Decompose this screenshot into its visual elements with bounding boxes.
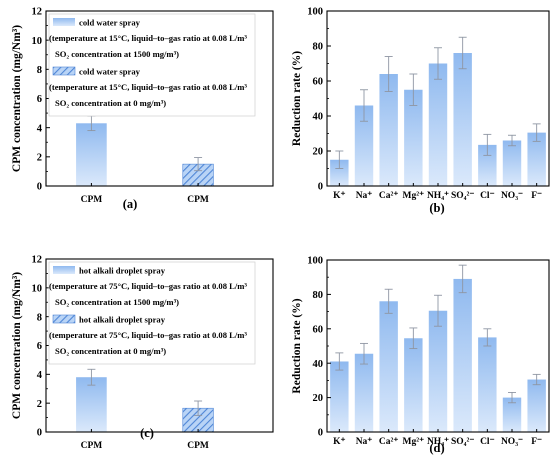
- panel-label: (c): [140, 426, 154, 440]
- legend-entry-detail: (temperature at 75°C, liquid–to–gas rati…: [49, 330, 247, 340]
- bar: [76, 123, 107, 186]
- bar: [404, 338, 423, 432]
- chart-panel-3: 0 20 40 60 80 100 K⁺ Na⁺ Ca²⁺ Mg²⁺ NH₄⁺ SO₄²⁻ Cl⁻ NO₃…: [291, 256, 550, 455]
- x-tick-label: Na⁺: [356, 191, 373, 201]
- legend-box: [48, 261, 256, 365]
- x-tick-label: Mg²⁺: [403, 437, 425, 447]
- y-tick-label: 10: [32, 36, 43, 47]
- y-tick-label: 0: [318, 182, 323, 193]
- panel-label: (b): [429, 201, 444, 215]
- y-tick-label: 40: [313, 112, 324, 123]
- bar: [379, 301, 398, 432]
- bar: [502, 397, 522, 432]
- y-tick-label: 4: [37, 123, 43, 134]
- bar: [404, 89, 423, 186]
- bar: [354, 353, 374, 432]
- x-tick-label: CPM: [187, 441, 209, 451]
- y-tick-label: 60: [313, 77, 324, 88]
- x-tick-label: Cl⁻: [480, 191, 495, 201]
- y-axis-title: Reduction rate (%): [291, 298, 303, 393]
- y-axis-title: Reduction rate (%): [291, 51, 303, 146]
- y-tick-label: 100: [307, 256, 323, 267]
- x-tick-label: Mg²⁺: [403, 191, 425, 201]
- legend-entry-name: cold water spray: [79, 67, 141, 77]
- x-tick-label: SO₄²⁻: [451, 191, 474, 201]
- y-axis-title: CPM concentration (mg/Nm³): [11, 272, 23, 419]
- x-tick-label: CPM: [81, 441, 103, 451]
- x-tick-label: SO₄²⁻: [451, 437, 474, 447]
- y-tick-label: 40: [313, 359, 324, 370]
- bar: [330, 361, 349, 432]
- bar: [453, 278, 472, 432]
- bar: [428, 310, 448, 432]
- x-tick-label: K⁺: [333, 437, 345, 447]
- x-tick-label: NO₃⁻: [501, 191, 523, 201]
- legend-entry-detail: SO₂ concentration at 0 mg/m³): [55, 98, 166, 108]
- panel-label: (d): [429, 441, 444, 455]
- y-tick-label: 0: [37, 428, 42, 439]
- bar: [379, 74, 398, 186]
- bar: [330, 159, 349, 186]
- y-tick-label: 80: [313, 42, 324, 53]
- panel-label: (a): [123, 197, 138, 211]
- bar: [428, 63, 448, 186]
- bar: [502, 140, 522, 186]
- x-tick-label: Cl⁻: [480, 437, 495, 447]
- y-tick-label: 20: [313, 147, 324, 158]
- x-tick-label: Na⁺: [356, 437, 373, 447]
- x-tick-label: F⁻: [531, 191, 542, 201]
- legend-entry-detail: SO₂ concentration at 1500 mg/m³): [55, 49, 179, 59]
- bar: [478, 337, 497, 432]
- chart-panel-2: 0 2 4 6 8 10 12 CPM CPM CPM concentration (mg/Nm³…: [11, 255, 274, 451]
- y-tick-label: 12: [32, 7, 43, 18]
- legend-swatch: [53, 266, 75, 274]
- legend-entry-name: hot alkali droplet spray: [79, 266, 166, 276]
- bar: [478, 144, 497, 186]
- y-tick-label: 6: [37, 341, 42, 352]
- y-tick-label: 0: [318, 428, 323, 439]
- chart-panel-1: 0 20 40 60 80 100 K⁺ Na⁺ Ca²⁺ Mg²⁺ NH₄⁺ SO₄²⁻ Cl⁻ NO₃…: [291, 7, 550, 215]
- chart-panel-0: 0 2 4 6 8 10 12 CPM CPM CPM concentration (mg/Nm³…: [11, 7, 274, 211]
- y-tick-label: 2: [37, 152, 42, 163]
- x-tick-label: NH₄⁺: [427, 191, 449, 201]
- x-tick-label: Ca²⁺: [379, 191, 398, 201]
- y-tick-label: 20: [313, 393, 324, 404]
- legend-entry-detail: (temperature at 75°C, liquid–to–gas rati…: [49, 281, 247, 291]
- bar: [527, 379, 546, 432]
- x-tick-label: F⁻: [531, 437, 542, 447]
- y-tick-label: 2: [37, 399, 42, 410]
- x-tick-label: NH₄⁺: [427, 437, 449, 447]
- legend-entry-detail: (temperature at 15°C, liquid–to–gas rati…: [49, 33, 247, 43]
- legend-box: [48, 13, 256, 117]
- y-tick-label: 8: [37, 65, 42, 76]
- x-tick-label: Ca²⁺: [379, 437, 398, 447]
- y-tick-label: 60: [313, 324, 324, 335]
- legend-entry-detail: (temperature at 15°C, liquid–to–gas rati…: [49, 82, 247, 92]
- bar: [527, 132, 546, 186]
- y-tick-label: 8: [37, 312, 42, 323]
- legend-entry-name: hot alkali droplet spray: [79, 315, 166, 325]
- x-tick-label: CPM: [81, 195, 103, 205]
- y-tick-label: 6: [37, 94, 42, 105]
- y-tick-label: 10: [32, 283, 43, 294]
- y-axis-title: CPM concentration (mg/Nm³): [11, 25, 23, 172]
- x-tick-label: K⁺: [333, 191, 345, 201]
- y-tick-label: 80: [313, 290, 324, 301]
- x-tick-label: CPM: [187, 195, 209, 205]
- legend-swatch: [52, 314, 76, 324]
- y-tick-label: 100: [307, 7, 323, 18]
- bar: [453, 53, 472, 186]
- legend-swatch: [53, 18, 75, 26]
- legend-entry-detail: SO₂ concentration at 1500 mg/m³): [55, 297, 179, 307]
- y-tick-label: 4: [37, 370, 43, 381]
- bar: [354, 105, 374, 186]
- legend-swatch: [52, 66, 76, 76]
- y-tick-label: 0: [37, 182, 42, 193]
- y-tick-label: 12: [32, 255, 43, 266]
- bar: [76, 377, 107, 432]
- legend-entry-detail: SO₂ concentration at 0 mg/m³): [55, 346, 166, 356]
- x-tick-label: NO₃⁻: [501, 437, 523, 447]
- legend-entry-name: cold water spray: [79, 18, 141, 28]
